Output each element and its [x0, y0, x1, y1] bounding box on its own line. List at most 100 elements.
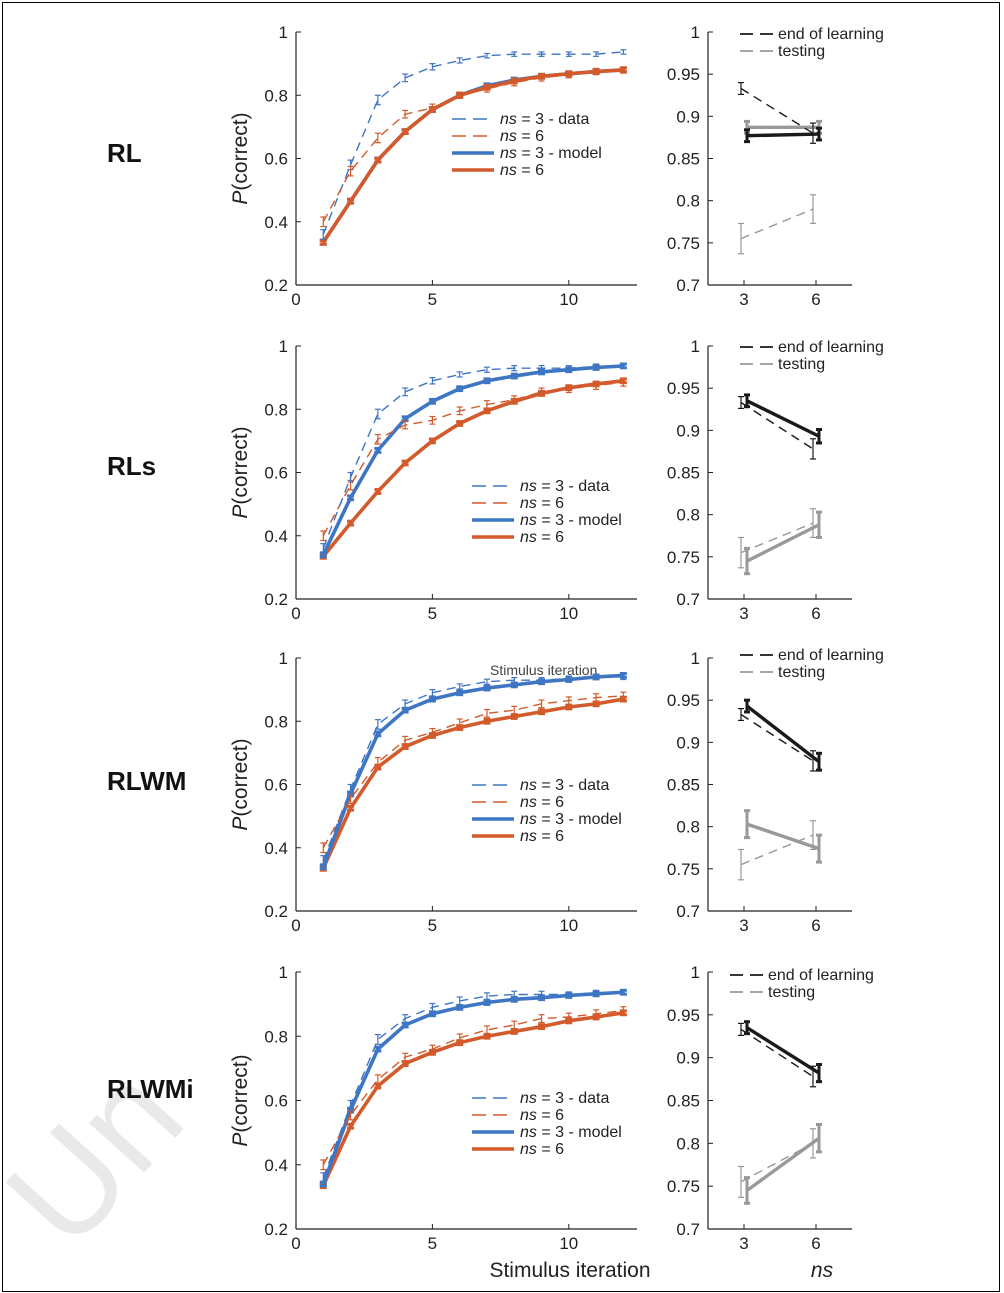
- x-tick-label: 0: [291, 604, 300, 623]
- legend-entry-italic: ns: [520, 512, 537, 529]
- data-point: [374, 1074, 381, 1086]
- data-point: [428, 437, 436, 445]
- summary-axes: 0.7 0.75 0.8 0.85 0.9 0.95 1 3 6 end of learningt…: [667, 647, 884, 935]
- data-point: [565, 675, 572, 682]
- summary-series-2: [738, 1128, 816, 1198]
- data-point: [593, 989, 600, 997]
- legend-entry-rest: = 6: [537, 495, 564, 512]
- legend-entry-italic: ns: [500, 111, 517, 128]
- y-tick-label: 0.6: [264, 1092, 288, 1111]
- data-point: [320, 1172, 327, 1184]
- data-point: [483, 678, 490, 685]
- legend-entry-rest: = 6: [537, 794, 564, 811]
- data-point: [483, 52, 490, 59]
- data-point: [401, 706, 409, 714]
- y-tick-label: 0.8: [676, 818, 700, 837]
- y-tick-label: 0.85: [667, 1092, 700, 1111]
- x-tick-label: 3: [739, 1234, 748, 1253]
- data-point: [347, 197, 355, 205]
- legend-entry-rest: = 3 - data: [537, 1090, 610, 1107]
- data-point: [347, 1099, 354, 1111]
- legend-entry: ns = 6: [520, 495, 564, 512]
- data-point: [511, 395, 518, 405]
- summary-series-1: [738, 396, 816, 460]
- y-axis-label-rest: (correct): [229, 1054, 252, 1132]
- data-point: [565, 365, 572, 372]
- data-point: [538, 699, 545, 709]
- summary-point: [816, 510, 822, 539]
- y-axis-label-rest: (correct): [229, 426, 252, 504]
- y-tick-label: 0.2: [264, 902, 288, 921]
- y-tick-label: 1: [691, 337, 700, 356]
- row-label: RLWM: [107, 766, 186, 796]
- y-tick-label: 0.95: [667, 65, 700, 84]
- summary-point: [810, 438, 816, 460]
- legend-entry-rest: = 6: [537, 1141, 564, 1158]
- summary-series-1: [738, 81, 816, 144]
- summary-point: [816, 751, 822, 772]
- legend-entry-italic: ns: [520, 1124, 537, 1141]
- y-tick-label: 0.8: [264, 712, 288, 731]
- data-point: [374, 446, 382, 454]
- summary-point: [816, 126, 822, 142]
- watermark: Un: [0, 1037, 212, 1275]
- summary-line: [746, 132, 820, 138]
- legend-entry: end of learning: [778, 339, 884, 356]
- data-point: [374, 757, 381, 768]
- summary-point: [810, 820, 816, 851]
- legend-entry-italic: ns: [520, 478, 537, 495]
- legend-entry: end of learning: [768, 967, 874, 984]
- data-point: [374, 730, 382, 738]
- legend-entry-italic: ns: [500, 128, 517, 145]
- summary-point: [738, 396, 744, 410]
- series-line: [322, 1009, 624, 1166]
- x-tick-label: 10: [559, 1234, 578, 1253]
- data-point: [511, 677, 518, 684]
- data-point: [593, 381, 600, 390]
- data-point: [320, 855, 327, 866]
- data-point: [565, 703, 573, 711]
- series-line: [322, 991, 624, 1178]
- y-tick-label: 0.75: [667, 1177, 700, 1196]
- x-tick-label: 5: [428, 290, 437, 309]
- summary-line: [746, 822, 820, 851]
- summary-series-3: [744, 1020, 822, 1084]
- data-point: [428, 1010, 436, 1018]
- y-axis-label-rest: (correct): [229, 738, 252, 816]
- learning-curve-axes: 0.20.40.60.810 5 10P(correct) ns = 3 - data…: [229, 337, 637, 623]
- summary-point: [744, 546, 750, 576]
- x-tick-label: 5: [428, 1234, 437, 1253]
- data-point: [620, 49, 627, 55]
- summary-line: [746, 1026, 820, 1075]
- series-line: [321, 364, 624, 556]
- series-line: [322, 676, 624, 861]
- data-point: [620, 377, 627, 387]
- y-tick-label: 0.4: [264, 839, 288, 858]
- summary-line: [740, 1142, 814, 1183]
- x-axis-label: Stimulus iteration: [489, 1259, 650, 1282]
- series-line: [322, 69, 624, 223]
- y-tick-label: 0.6: [264, 150, 288, 169]
- data-point: [347, 494, 355, 502]
- data-point: [428, 397, 436, 405]
- legend-entry: testing: [768, 984, 815, 1001]
- data-point: [592, 700, 600, 708]
- data-point: [483, 684, 491, 692]
- data-point: [483, 1032, 491, 1040]
- data-point: [593, 67, 600, 76]
- data-point: [374, 1045, 382, 1053]
- legend-entry: ns = 3 - model: [520, 811, 622, 828]
- summary-line: [740, 713, 814, 762]
- data-point: [374, 719, 381, 730]
- series-1: [320, 989, 627, 1184]
- row-label: RL: [107, 138, 142, 168]
- data-point: [620, 1006, 627, 1016]
- summary-line: [740, 834, 814, 866]
